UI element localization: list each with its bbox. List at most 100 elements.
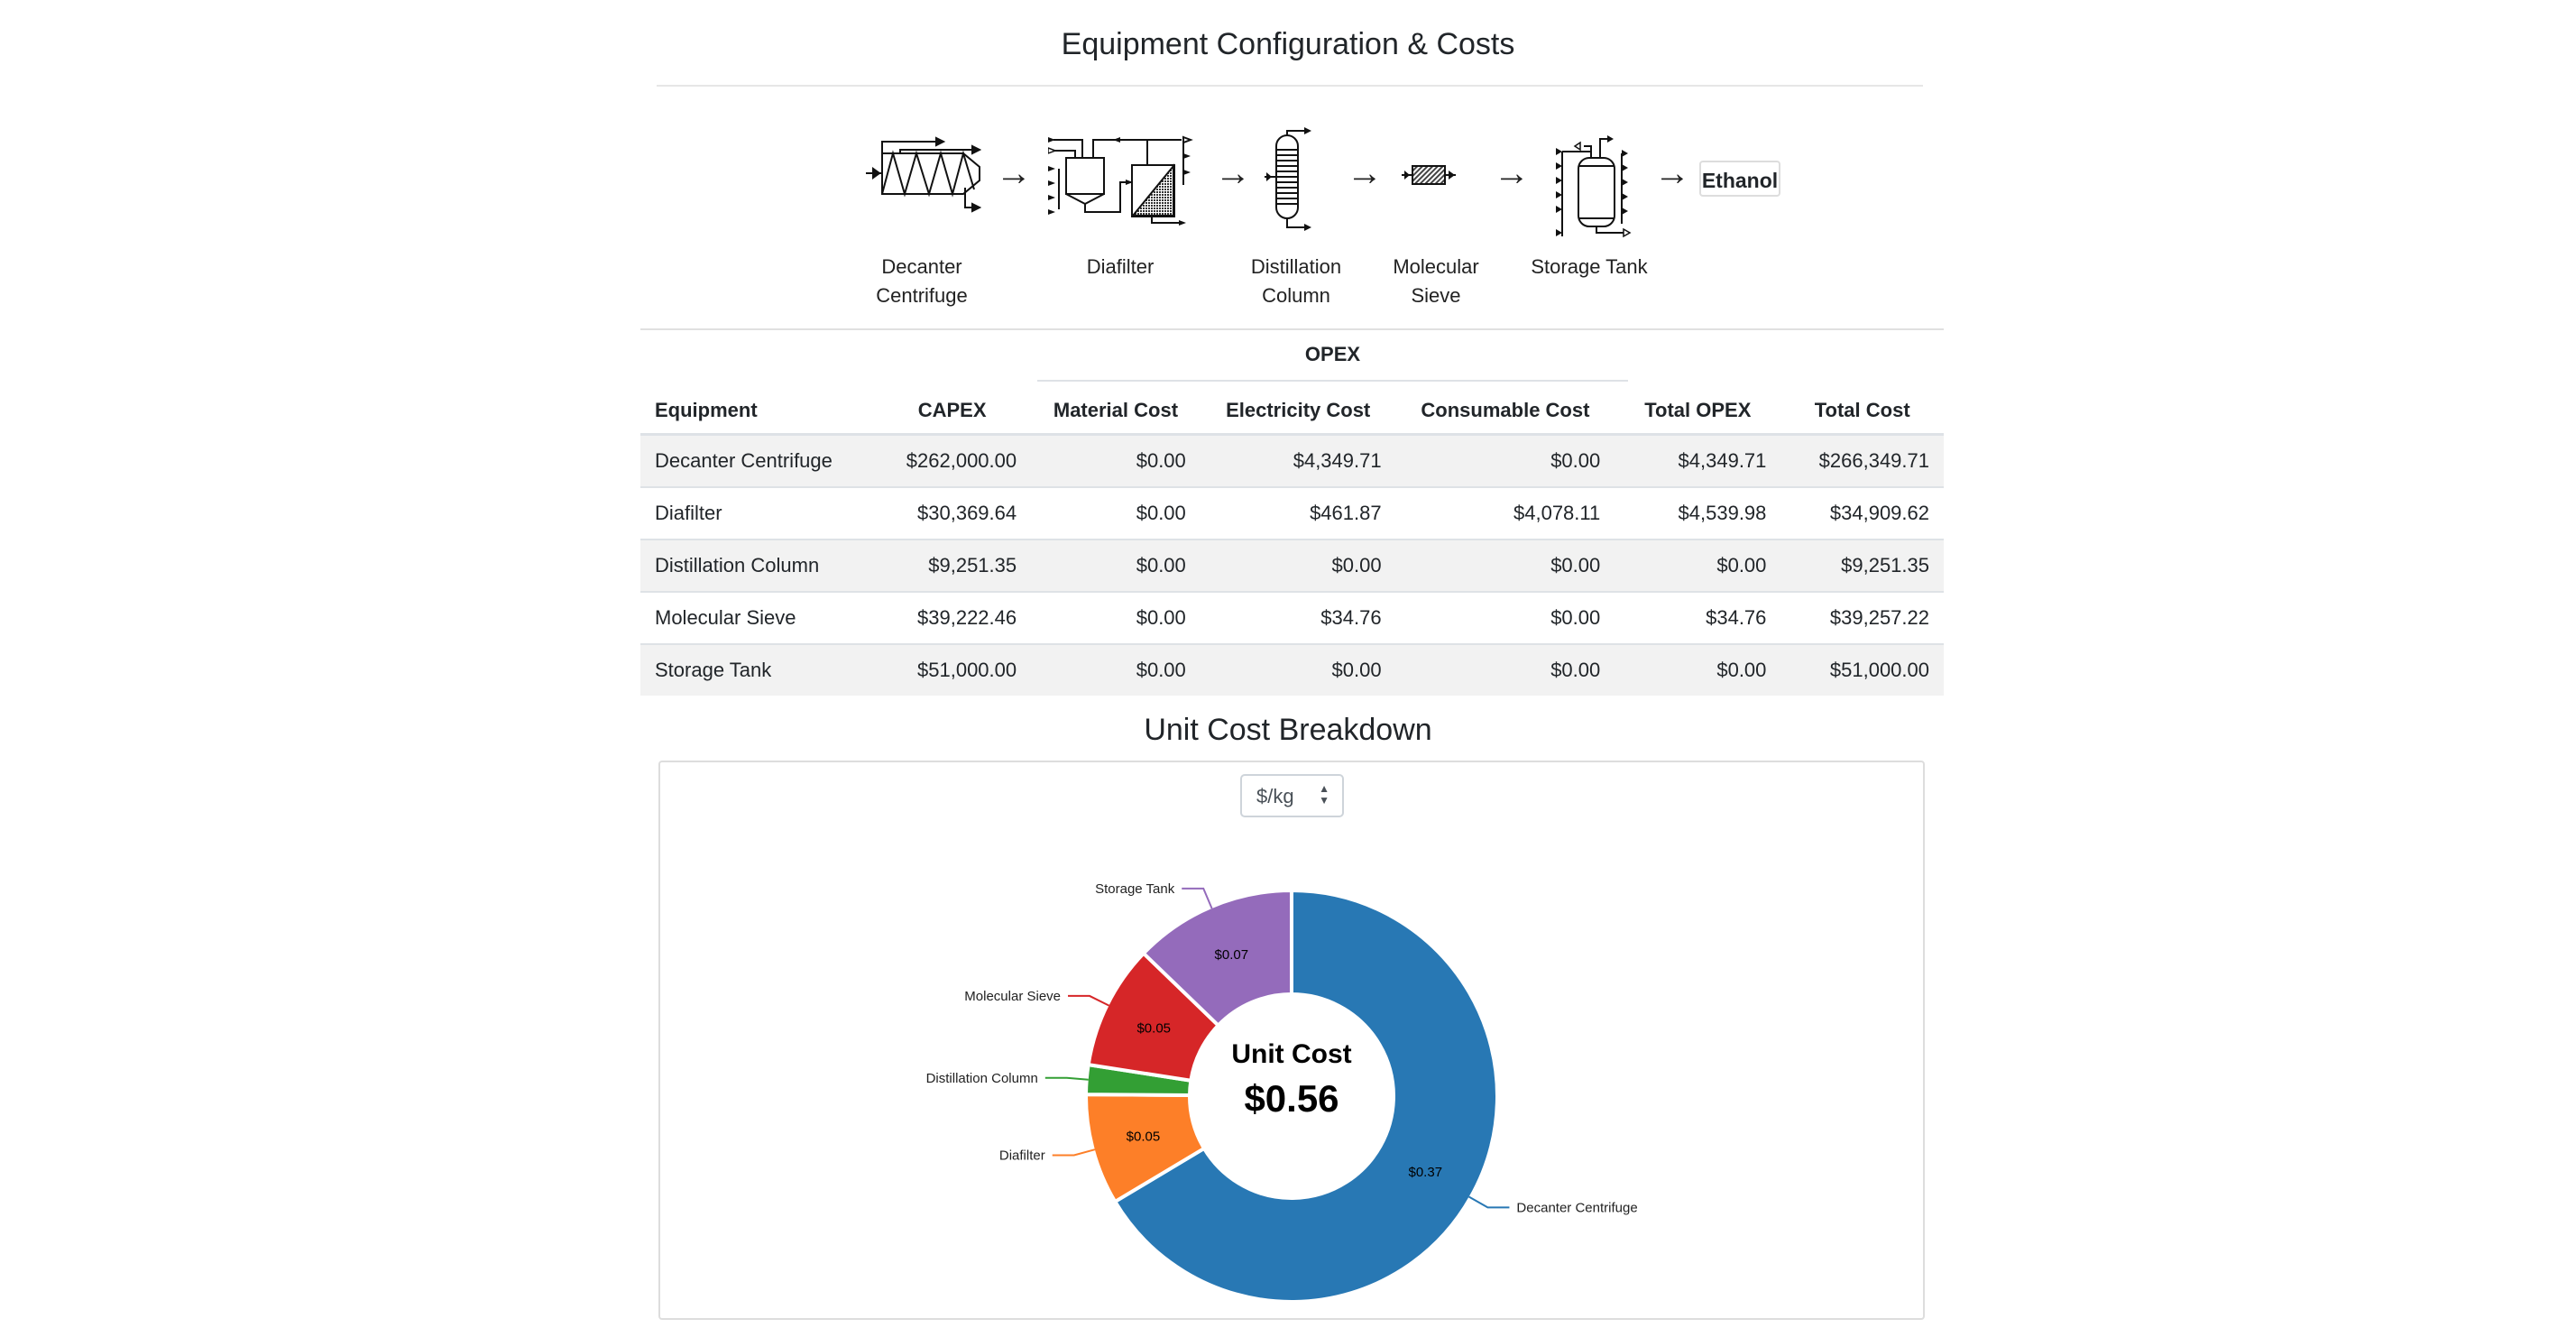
slice-name-label: Storage Tank: [1095, 881, 1175, 897]
leader-line: [1068, 994, 1109, 1007]
flow-label-decanter-centrifuge: Decanter Centrifuge: [832, 253, 1012, 310]
cost-cell: $30,369.64: [873, 486, 1032, 540]
flow-label-diafilter: Diafilter: [1030, 253, 1210, 281]
donut-slice-storage-tank[interactable]: [1141, 889, 1293, 1028]
storage-tank-icon: [1556, 135, 1632, 238]
page-title: Equipment Configuration & Costs: [1061, 27, 1515, 61]
cost-cell: $51,000.00: [1780, 643, 1944, 696]
slice-name-label: Decanter Centrifuge: [1516, 1200, 1637, 1215]
flow-arrow-icon: →: [996, 153, 1032, 193]
cost-cell: $34.76: [1200, 591, 1396, 644]
flow-arrow-icon: →: [1347, 153, 1383, 193]
cost-cell: $0.00: [1200, 539, 1396, 592]
donut-center-label: Unit Cost: [1231, 1039, 1351, 1069]
select-caret-icon: ▲ ▼: [1319, 782, 1329, 807]
cost-cell: $266,349.71: [1780, 433, 1944, 487]
cost-cell: $0.00: [1395, 591, 1615, 644]
cost-cell: $0.00: [1031, 539, 1201, 592]
table-row: Diafilter $30,369.64 $0.00 $461.87 $4,078.11…: [640, 486, 1944, 540]
slice-value-label: $0.05: [1136, 1020, 1171, 1036]
table-row: Decanter Centrifuge $262,000.00 $0.00 $4,34…: [640, 433, 1944, 487]
decanter-centrifuge-icon: [866, 136, 981, 213]
slice-value-label: $0.37: [1409, 1165, 1443, 1180]
slice-name-label: Distillation Column: [926, 1071, 1038, 1086]
equipment-name-cell: Storage Tank: [640, 643, 874, 696]
title-divider: [657, 85, 1923, 87]
slice-name-label: Diafilter: [999, 1148, 1045, 1163]
distillation-column-icon: [1265, 127, 1311, 231]
flow-label-line: Decanter: [881, 255, 962, 278]
cost-cell: $461.87: [1200, 486, 1396, 540]
column-header-material-cost: Material Cost: [1031, 388, 1201, 436]
flow-arrow-icon: →: [1654, 153, 1690, 193]
opex-group-rule: [1037, 380, 1628, 382]
flow-label-line: Distillation: [1250, 255, 1342, 278]
table-row: Molecular Sieve $39,222.46 $0.00 $34.76 $0.0…: [640, 591, 1944, 644]
cost-table: Equipment CAPEX Material Cost Electricit…: [640, 388, 1944, 696]
diafilter-icon: [1048, 135, 1193, 226]
cost-cell: $0.00: [1031, 643, 1201, 696]
cost-cell: $34,909.62: [1780, 486, 1944, 540]
table-header-row: Equipment CAPEX Material Cost Electricit…: [640, 388, 1944, 436]
flow-arrow-icon: →: [1494, 153, 1530, 193]
equipment-name-cell: Diafilter: [640, 486, 874, 540]
cost-cell: $0.00: [1615, 539, 1781, 592]
flow-label-distillation-column: Distillation Column: [1206, 253, 1386, 310]
cost-cell: $9,251.35: [1780, 539, 1944, 592]
cost-cell: $0.00: [1615, 643, 1781, 696]
cost-cell: $0.00: [1395, 643, 1615, 696]
flow-label-line: Diafilter: [1086, 255, 1155, 278]
molecular-sieve-icon: [1402, 165, 1456, 185]
slice-value-label: $0.05: [1127, 1130, 1161, 1145]
unit-select[interactable]: $/kg ▲ ▼: [1240, 774, 1344, 817]
flow-label-line: Sieve: [1411, 284, 1461, 307]
cost-cell: $0.00: [1031, 433, 1201, 487]
cost-cell: $51,000.00: [873, 643, 1032, 696]
table-row: Distillation Column $9,251.35 $0.00 $0.00 $0…: [640, 539, 1944, 592]
cost-cell: $0.00: [1031, 591, 1201, 644]
chart-card: [658, 761, 1925, 1320]
column-header-total-opex: Total OPEX: [1615, 388, 1781, 436]
flow-label-line: Column: [1262, 284, 1330, 307]
table-divider: [640, 328, 1944, 330]
cost-cell: $0.00: [1395, 433, 1615, 487]
cost-cell: $0.00: [1200, 643, 1396, 696]
leader-line: [1182, 887, 1213, 909]
leader-line: [1468, 1195, 1510, 1209]
cost-cell: $4,078.11: [1395, 486, 1615, 540]
column-header-electricity-cost: Electricity Cost: [1200, 388, 1396, 436]
chart-title: Unit Cost Breakdown: [1144, 713, 1432, 747]
cost-cell: $0.00: [1395, 539, 1615, 592]
flow-label-line: Molecular: [1393, 255, 1479, 278]
column-header-equipment: Equipment: [640, 388, 874, 436]
leader-line: [1052, 1148, 1096, 1157]
slice-name-label: Molecular Sieve: [964, 989, 1061, 1004]
flow-label-line: Centrifuge: [876, 284, 968, 307]
column-header-capex: CAPEX: [873, 388, 1032, 436]
product-badge: Ethanol: [1699, 161, 1780, 197]
cost-cell: $4,349.71: [1200, 433, 1396, 487]
table-row: Storage Tank $51,000.00 $0.00 $0.00 $0.00 $0.…: [640, 643, 1944, 696]
flow-label-line: Storage Tank: [1531, 255, 1648, 278]
opex-group-header: OPEX: [1304, 343, 1361, 365]
cost-cell: $34.76: [1615, 591, 1781, 644]
donut-slice-decanter-centrifuge[interactable]: [1113, 889, 1499, 1304]
equipment-name-cell: Decanter Centrifuge: [640, 433, 874, 487]
column-header-consumable-cost: Consumable Cost: [1395, 388, 1615, 436]
cost-cell: $0.00: [1031, 486, 1201, 540]
cost-cell: $39,222.46: [873, 591, 1032, 644]
flow-label-molecular-sieve: Molecular Sieve: [1346, 253, 1526, 310]
equipment-name-cell: Distillation Column: [640, 539, 874, 592]
leader-line: [1044, 1076, 1089, 1081]
flow-label-storage-tank: Storage Tank: [1499, 253, 1679, 281]
unit-select-value: $/kg: [1256, 785, 1294, 807]
cost-cell: $9,251.35: [873, 539, 1032, 592]
slice-value-label: $0.07: [1215, 947, 1249, 963]
donut-center-value: $0.56: [1244, 1077, 1339, 1120]
column-header-total-cost: Total Cost: [1780, 388, 1944, 436]
cost-cell: $4,349.71: [1615, 433, 1781, 487]
cost-cell: $4,539.98: [1615, 486, 1781, 540]
cost-cell: $39,257.22: [1780, 591, 1944, 644]
flow-arrow-icon: →: [1215, 153, 1251, 193]
